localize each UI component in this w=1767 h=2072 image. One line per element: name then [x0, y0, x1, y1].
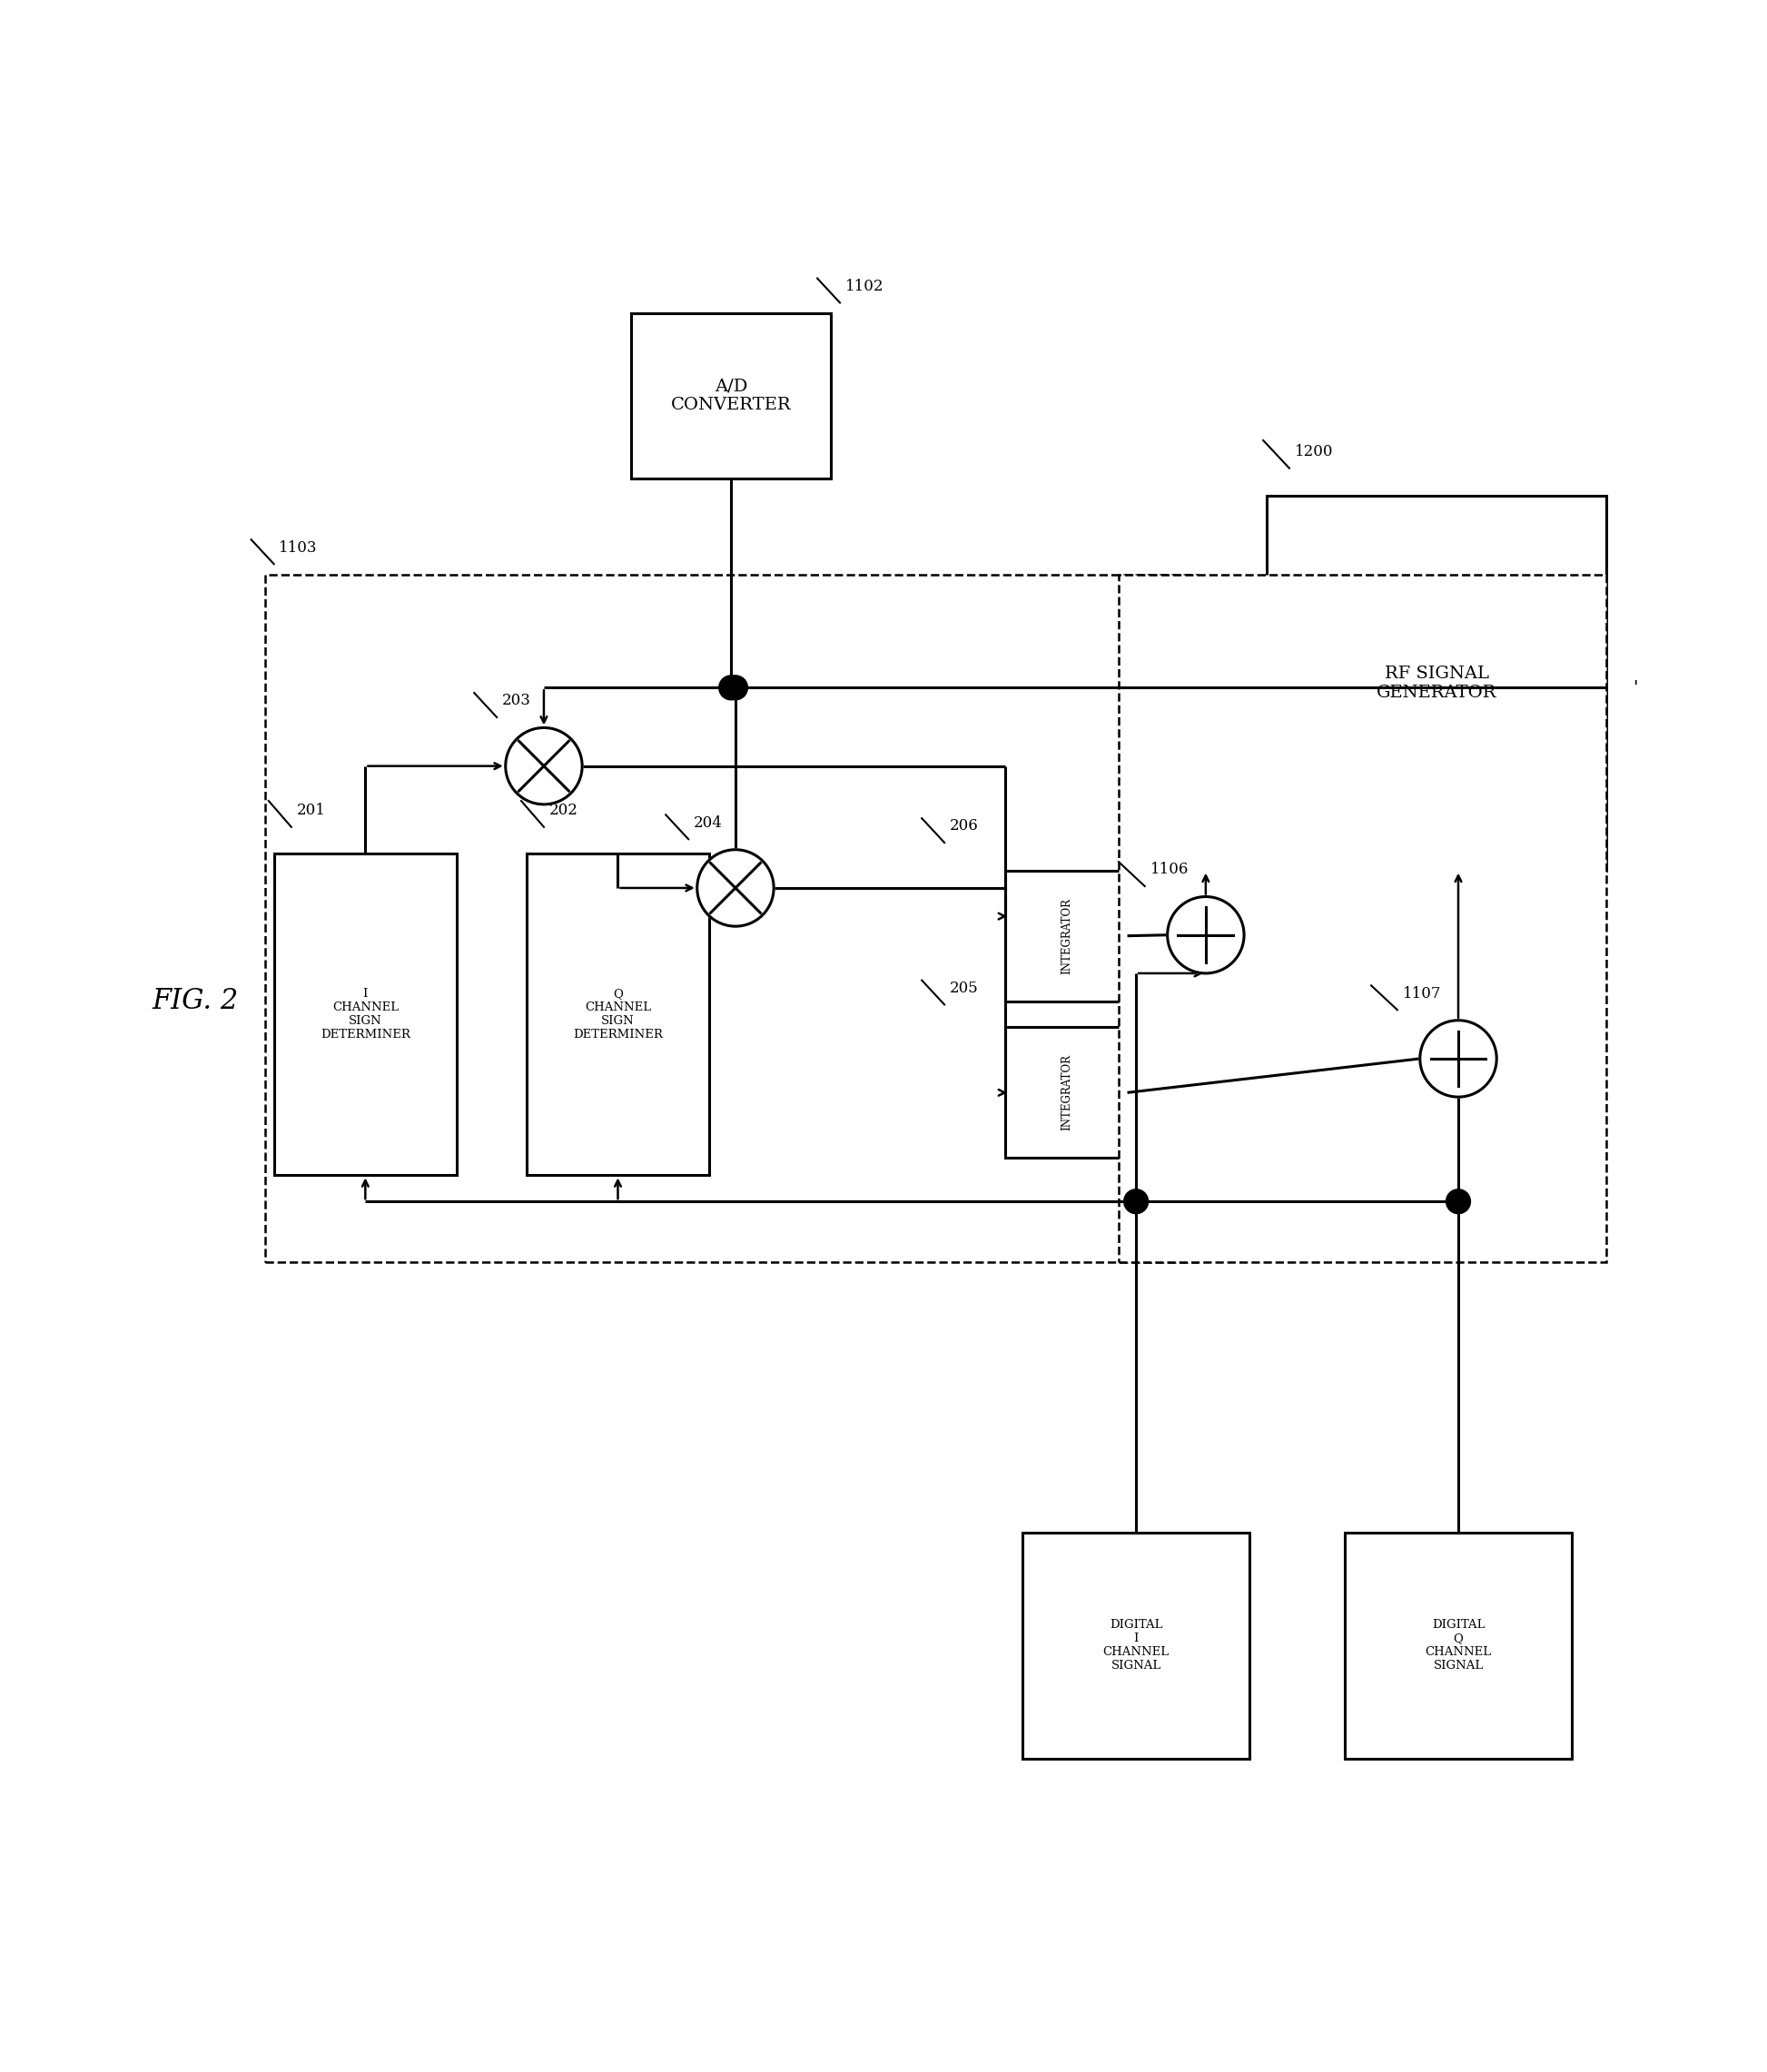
Bar	[1267, 495, 1606, 870]
Text: 1107: 1107	[1403, 986, 1442, 1001]
Bar	[1023, 1533, 1249, 1759]
Bar	[265, 574, 1196, 1262]
Text: ': '	[1633, 680, 1638, 696]
Text: DIGITAL
I
CHANNEL
SIGNAL: DIGITAL I CHANNEL SIGNAL	[1103, 1618, 1170, 1672]
Bar	[1005, 1028, 1127, 1158]
Text: 202: 202	[550, 802, 578, 818]
Bar	[527, 854, 709, 1175]
Text: FIG. 2: FIG. 2	[152, 986, 239, 1015]
Bar	[631, 313, 830, 479]
Text: DIGITAL
Q
CHANNEL
SIGNAL: DIGITAL Q CHANNEL SIGNAL	[1426, 1618, 1491, 1672]
Text: I
CHANNEL
SIGN
DETERMINER: I CHANNEL SIGN DETERMINER	[320, 988, 410, 1040]
Text: 1106: 1106	[1150, 862, 1189, 879]
Bar	[1345, 1533, 1571, 1759]
Bar	[1119, 574, 1606, 1262]
Text: Q
CHANNEL
SIGN
DETERMINER: Q CHANNEL SIGN DETERMINER	[573, 988, 663, 1040]
Text: 205: 205	[949, 980, 979, 997]
Circle shape	[723, 675, 747, 700]
Circle shape	[505, 727, 581, 804]
Bar	[274, 854, 456, 1175]
Text: 206: 206	[949, 818, 979, 833]
Bar	[1005, 870, 1127, 1001]
Text: INTEGRATOR: INTEGRATOR	[1060, 897, 1073, 974]
Text: 1200: 1200	[1295, 443, 1332, 460]
Circle shape	[1124, 1189, 1149, 1214]
Text: 1103: 1103	[279, 541, 318, 555]
Circle shape	[1421, 1019, 1497, 1096]
Text: 1102: 1102	[845, 278, 884, 294]
Circle shape	[1168, 897, 1244, 974]
Circle shape	[1445, 1189, 1470, 1214]
Circle shape	[719, 675, 744, 700]
Text: 201: 201	[297, 802, 325, 818]
Text: INTEGRATOR: INTEGRATOR	[1060, 1055, 1073, 1131]
Circle shape	[698, 850, 774, 926]
Text: RF SIGNAL
GENERATOR: RF SIGNAL GENERATOR	[1376, 665, 1497, 700]
Text: 203: 203	[502, 694, 532, 709]
Text: A/D
CONVERTER: A/D CONVERTER	[671, 379, 792, 414]
Text: 204: 204	[694, 814, 723, 831]
